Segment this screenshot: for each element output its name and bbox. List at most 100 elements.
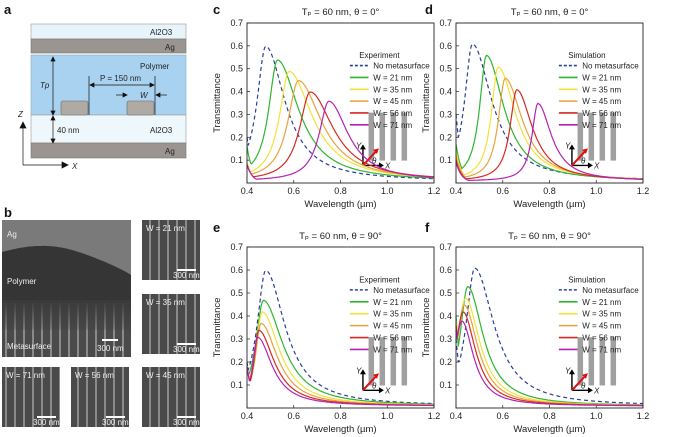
polarization-arrow: [571, 375, 586, 391]
panel-label-d: d: [425, 2, 433, 17]
legend-entry: W = 21 nm: [373, 73, 412, 82]
series-line-w21: [246, 299, 434, 405]
chart-title: Tₚ = 60 nm, θ = 90°: [508, 231, 591, 242]
x-tick-label: 1.0: [590, 411, 603, 421]
sem-panel-b: Ag Polymer Metasurface 300 nm W = 21 nm 3…: [2, 220, 200, 427]
sem-label: Ag: [7, 230, 17, 239]
legend-entry: W = 35 nm: [582, 85, 621, 94]
sem-cross-section: Ag Polymer Metasurface 300 nm: [2, 220, 131, 357]
legend: Simulation No metasurface W = 21 nm W = 35 …: [558, 275, 639, 354]
x-tick-label: 0.4: [450, 186, 463, 196]
inset-theta-label: θ: [372, 381, 377, 390]
scale-bar-label: 300 nm: [33, 418, 60, 427]
legend-title: Experiment: [359, 275, 400, 284]
sem-tile-label: W = 45 nm: [146, 371, 185, 380]
scale-bar-label: 300 nm: [173, 271, 200, 280]
sem-tile-label: W = 21 nm: [146, 224, 185, 233]
grating-stripe: [588, 112, 595, 161]
plot-frame: [455, 246, 644, 409]
sem-tile: W = 71 nm 300 nm: [2, 367, 60, 427]
series-line-w71: [455, 320, 644, 407]
legend-entry: W = 35 nm: [373, 310, 412, 319]
series-line-w71: [246, 336, 434, 407]
panel-label-b: b: [4, 205, 12, 220]
x-tick-label: 1.2: [428, 186, 441, 196]
y-tick-label: 0.6: [439, 265, 452, 275]
inset-axes: [362, 372, 381, 391]
sem-tile-label: W = 56 nm: [75, 371, 114, 380]
x-tick-label: 1.2: [637, 186, 650, 196]
x-tick-label: 1.0: [381, 411, 394, 421]
x-tick-label: 0.8: [334, 411, 347, 421]
legend-title: Simulation: [568, 51, 605, 60]
chart-title: Tₚ = 60 nm, θ = 0°: [511, 7, 589, 18]
y-tick-label: 0.4: [439, 311, 452, 321]
legend: Experiment No metasurface W = 21 nm W = 35 …: [349, 275, 430, 354]
legend-entry: W = 71 nm: [373, 345, 412, 354]
y-tick-label: 0.7: [230, 18, 243, 28]
y-tick-label: 0.1: [439, 155, 452, 165]
grating-stripe: [588, 337, 595, 386]
polarization-arrowhead: [372, 373, 379, 379]
polarization-arrow: [571, 150, 586, 167]
x-tick-label: 0.6: [287, 186, 300, 196]
spacer-label: 40 nm: [57, 126, 80, 135]
legend-entry: W = 56 nm: [373, 109, 412, 118]
x-tick-label: 0.8: [334, 186, 347, 196]
legend-entry: W = 56 nm: [582, 109, 621, 118]
inset-theta-label: θ: [581, 381, 586, 390]
inset-theta-label: θ: [372, 156, 377, 165]
y-tick-label: 0.3: [230, 334, 243, 344]
series-line-w71: [455, 102, 643, 182]
grating-stripe: [390, 112, 397, 161]
scale-bar-label: 300 nm: [102, 418, 129, 427]
y-tick-label: 0.1: [439, 380, 452, 390]
y-tick-label: 0.2: [439, 357, 452, 367]
plot-frame: [246, 246, 435, 409]
y-tick-label: 0.6: [230, 265, 243, 275]
layer-label: Al2O3: [150, 126, 173, 135]
y-tick-label: 0.6: [230, 41, 243, 51]
x-tick-label: 0.6: [496, 411, 509, 421]
legend-entry: W = 45 nm: [582, 322, 621, 331]
y-tick-label: 0.5: [439, 64, 452, 74]
y-tick-label: 0.4: [230, 87, 243, 97]
grating-stripe: [599, 112, 606, 161]
legend-entry: W = 71 nm: [373, 121, 412, 130]
axis-x-label: X: [71, 162, 78, 171]
x-axis-label: Wavelength (µm): [304, 424, 376, 435]
chart-panel-e: Tₚ = 60 nm, θ = 90° 0.4 0.6 0.8 1.0 1.2 0.1 0.2…: [212, 231, 440, 435]
y-tick-label: 0.3: [230, 109, 243, 119]
y-tick-label: 0.4: [230, 311, 243, 321]
y-tick-label: 0.5: [439, 288, 452, 298]
x-tick-label: 1.2: [428, 411, 441, 421]
plot-frame: [246, 22, 435, 184]
chart-panel-c: Tₚ = 60 nm, θ = 0° 0.4 0.6 0.8 1.0 1.2 0.1 0.2 0…: [212, 7, 440, 210]
x-tick-label: 0.8: [543, 186, 556, 196]
y-tick-label: 0.2: [230, 132, 243, 142]
grating-stripe: [610, 337, 617, 386]
polarization-inset: Y Xθ: [565, 337, 617, 395]
grating-stripe: [379, 337, 386, 386]
axis-z-label: Z: [17, 110, 24, 119]
legend-entry: No metasurface: [373, 62, 430, 71]
legend: Simulation No metasurface W = 21 nm W = 35 …: [558, 51, 639, 130]
grating-stripe: [401, 112, 408, 161]
grating-stripe: [610, 112, 617, 161]
sem-label: Metasurface: [7, 342, 52, 351]
plot-frame: [455, 22, 644, 184]
sem-tile: W = 35 nm 300 nm: [142, 294, 200, 354]
polarization-arrowhead: [581, 373, 588, 379]
inset-x-label: X: [384, 161, 391, 170]
y-tick-label: 0.4: [439, 87, 452, 97]
inset-x-label: X: [384, 386, 391, 395]
legend-entry: W = 21 nm: [582, 73, 621, 82]
x-tick-label: 0.4: [241, 186, 254, 196]
y-tick-label: 0.7: [230, 242, 243, 252]
y-tick-label: 0.2: [230, 357, 243, 367]
y-tick-label: 0.3: [439, 109, 452, 119]
x-tick-label: 0.8: [543, 411, 556, 421]
legend-entry: W = 21 nm: [582, 298, 621, 307]
y-axis-label: Transmittance: [421, 73, 432, 133]
